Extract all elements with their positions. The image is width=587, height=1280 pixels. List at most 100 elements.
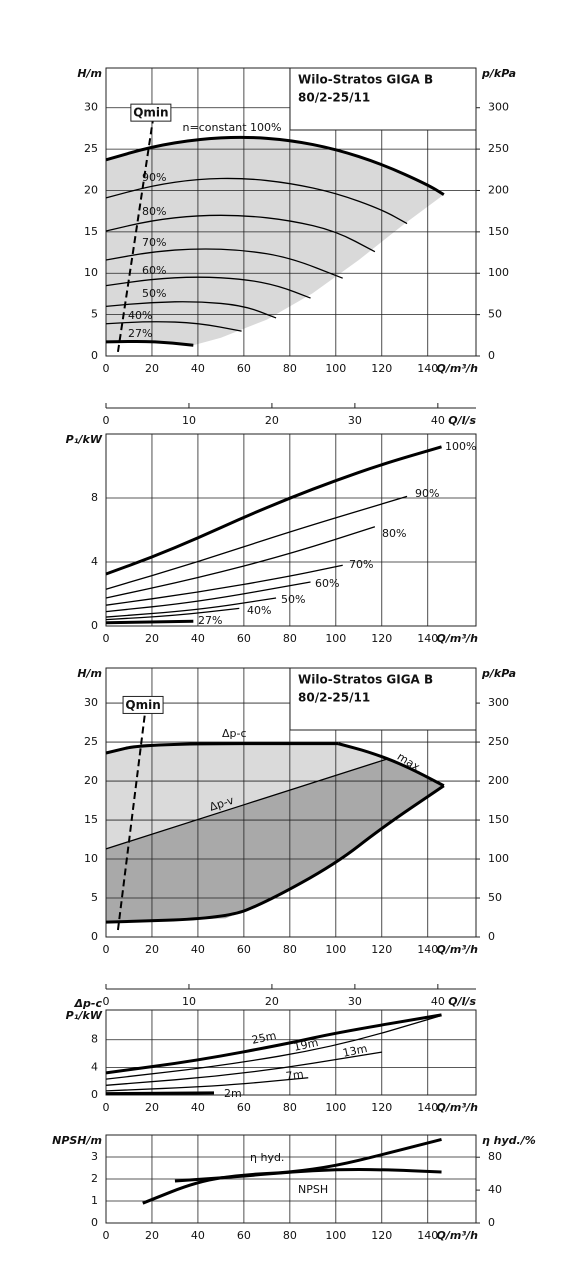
x-tick-label: 140 (417, 1101, 438, 1114)
qmin-line (116, 119, 154, 353)
y2-tick-label: 100 (488, 266, 509, 279)
x-tick-label: 60 (237, 1101, 251, 1114)
x-tick-label: 20 (145, 362, 159, 375)
curve-label: 90% (415, 487, 439, 500)
qmin-line (116, 712, 147, 931)
x-tick-label: 140 (417, 1229, 438, 1242)
x-tick-label: 140 (417, 943, 438, 956)
curve-label: Δp-c (222, 727, 247, 740)
curve-label: 40% (128, 309, 152, 322)
y-tick-label: 2 (91, 1172, 98, 1185)
y2-tick-label: 300 (488, 696, 509, 709)
x-tick-label: 20 (145, 632, 159, 645)
y-tick-label: 20 (84, 183, 98, 196)
curve-label: 2m (224, 1087, 242, 1100)
curve (105, 564, 343, 606)
variable-area (106, 759, 444, 923)
y-tick-label: 0 (91, 930, 98, 943)
y-tick-label: 0 (91, 349, 98, 362)
y2-tick-label: 250 (488, 142, 509, 155)
y2-tick-label: 0 (488, 930, 495, 943)
curve-label: 50% (142, 287, 166, 300)
y2-tick-label: 50 (488, 891, 502, 904)
x2-tick-label: 10 (182, 995, 196, 1008)
curve (105, 321, 242, 332)
curve-label: 70% (349, 558, 373, 571)
curve-label: 80% (142, 205, 166, 218)
x-axis-label: Q/m³/h (437, 362, 479, 375)
y2-tick-label: 300 (488, 101, 509, 114)
chart-panel: 0 20 40 60 80 100 120 1400510152025300501001502… (77, 67, 516, 427)
curve-label: 19m (293, 1036, 320, 1054)
curve (105, 581, 311, 613)
y-tick-label: 0 (91, 1216, 98, 1229)
x-tick-label: 60 (237, 1229, 251, 1242)
x-tick-label: 0 (103, 943, 110, 956)
x-tick-label: 40 (191, 943, 205, 956)
x2-tick-label: 20 (265, 414, 279, 427)
y-tick-label: 10 (84, 266, 98, 279)
curve-label: 80% (382, 527, 406, 540)
y-tick-label: 25 (84, 735, 98, 748)
y2-tick-label: 0 (488, 349, 495, 362)
y2-axis-label: p/kPa (481, 67, 516, 80)
title-line: Wilo-Stratos GIGA B (298, 73, 433, 87)
y2-axis-label: p/kPa (481, 667, 516, 680)
y2-tick-label: 50 (488, 308, 502, 321)
x-tick-label: 100 (325, 1229, 346, 1242)
chart-panel: 0 20 40 60 80 100 120 140 0 1 2 3 0 40 80 NPSH/m η hyd./… (52, 1134, 536, 1242)
x-tick-label: 40 (191, 632, 205, 645)
y2-tick-label: 250 (488, 735, 509, 748)
curve (105, 619, 194, 625)
plot-frame (105, 433, 477, 627)
x2-tick-label: 30 (348, 414, 362, 427)
x-tick-label: 80 (283, 943, 297, 956)
curve (105, 1051, 382, 1086)
curve (105, 276, 311, 299)
x-axis-label: Q/m³/h (437, 1101, 479, 1114)
x-axis-label: Q/m³/h (437, 632, 479, 645)
qmin-label: Qmin (125, 698, 160, 712)
curve (105, 784, 445, 924)
x-tick-label: 100 (325, 943, 346, 956)
curve (337, 742, 445, 788)
x-tick-label: 0 (103, 1229, 110, 1242)
y2-tick-label: 200 (488, 183, 509, 196)
x-tick-label: 120 (371, 1229, 392, 1242)
y-tick-label: 3 (91, 1150, 98, 1163)
y-axis-label: P₁/kW (66, 433, 103, 446)
y2-tick-label: 0 (488, 1216, 495, 1229)
y-tick-label: 15 (84, 813, 98, 826)
curve-label: 27% (198, 614, 222, 627)
y2-axis-label: η hyd./% (482, 1134, 536, 1147)
group-label: Δp-c (74, 997, 103, 1010)
x-tick-label: 0 (103, 362, 110, 375)
x2-tick-label: 0 (103, 414, 110, 427)
y-tick-label: 1 (91, 1194, 98, 1207)
curve (105, 445, 442, 576)
curve (105, 248, 343, 279)
curve (105, 495, 408, 590)
y-axis-label: NPSH/m (52, 1134, 102, 1147)
curve-label: η hyd. (250, 1151, 284, 1164)
x-tick-label: 140 (417, 362, 438, 375)
x-tick-label: 20 (145, 943, 159, 956)
curve (105, 758, 387, 850)
curve-label: 40% (247, 604, 271, 617)
plot-frame (105, 1134, 477, 1224)
qmin-box (130, 103, 172, 122)
y2-tick-label: 150 (488, 225, 509, 238)
y-tick-label: 5 (91, 308, 98, 321)
x-tick-label: 60 (237, 943, 251, 956)
curve (105, 339, 194, 347)
curve (105, 135, 445, 196)
x2-tick-label: 40 (431, 414, 445, 427)
x-axis-label: Q/m³/h (437, 943, 479, 956)
curve-label: 60% (315, 577, 339, 590)
y-tick-label: 4 (91, 1060, 98, 1073)
curve (105, 1014, 442, 1080)
y-axis-label: H/m (77, 67, 102, 80)
x-tick-label: 0 (103, 632, 110, 645)
chart-panel: 0 20 40 60 80 100 120 140 0 4 8 P₁/kW Q/m³/h 100% 90% 8… (66, 433, 479, 645)
